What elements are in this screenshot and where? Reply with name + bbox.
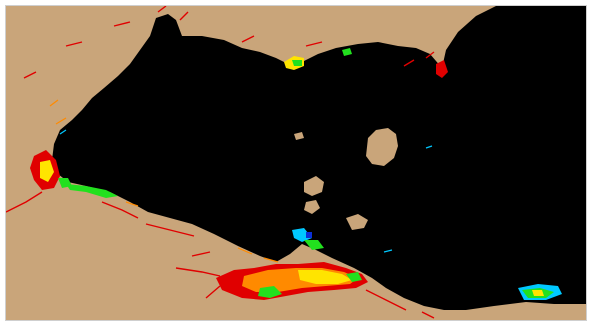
bloom-north-green	[292, 60, 302, 66]
lake-water-body	[52, 6, 586, 310]
bloom-northeast-red	[436, 60, 448, 78]
bloom-south-green	[258, 286, 282, 298]
map-frame	[5, 5, 587, 321]
bloom-west-shore-green	[66, 184, 118, 198]
island-mid	[304, 176, 324, 196]
shore-speckles-orange	[49, 99, 279, 263]
island-small-2	[346, 214, 368, 230]
bloom-south-green-2	[346, 272, 362, 282]
bloom-north-green-2	[342, 48, 352, 56]
bloom-inlet-cyan	[292, 228, 312, 242]
shore-speckles-cyan	[59, 129, 433, 253]
island-small-3	[294, 132, 304, 140]
concentration-patches	[6, 6, 562, 319]
island-large	[366, 128, 398, 166]
satellite-map	[6, 6, 586, 320]
bloom-inlet-blue	[306, 232, 312, 238]
bloom-south-yellow	[298, 270, 352, 284]
bloom-inlet-green	[304, 240, 324, 250]
island-small-1	[304, 200, 320, 214]
shore-speckles-red	[6, 6, 435, 319]
bloom-southeast-yellow	[532, 290, 544, 296]
bloom-west-yellow	[40, 160, 54, 182]
